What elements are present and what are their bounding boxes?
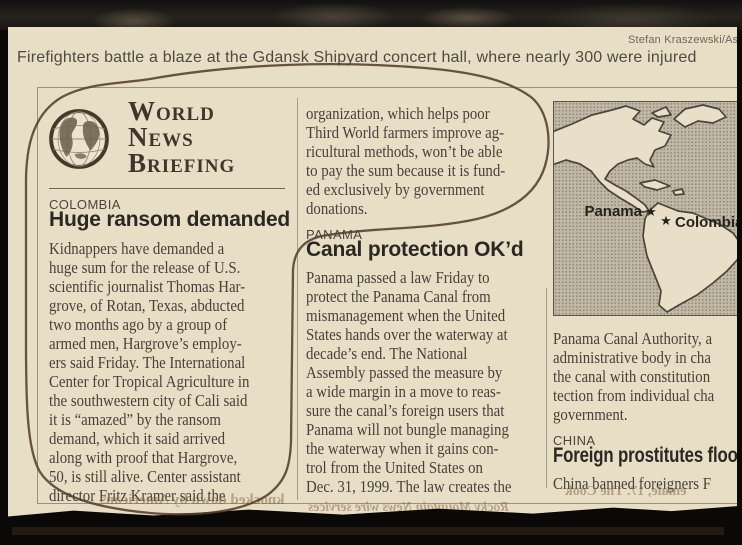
photo-caption: Firefighters battle a blaze at the Gdans…	[17, 49, 697, 66]
panama-star-icon: ★	[645, 204, 657, 219]
masthead-line-world: World	[128, 96, 215, 126]
masthead-line-news: News	[128, 122, 194, 152]
article-body-panama: Panama passed a law Friday to protect th…	[306, 268, 512, 496]
headline-huge-ransom: Huge ransom demanded	[49, 208, 291, 231]
greenland-shape	[673, 104, 727, 128]
headline-foreign-prostitutes: Foreign prostitutes floo	[553, 444, 737, 467]
section-label-china: CHINA	[553, 433, 596, 448]
article-body-colombia-continued: organization, which helps poor Third Wor…	[306, 104, 506, 218]
north-america-shape	[554, 105, 672, 213]
colombia-star-icon: ★	[660, 213, 672, 228]
south-america-shape	[642, 202, 737, 313]
masthead-line-briefing: Briefing	[128, 148, 236, 178]
article-body-colombia: Kidnappers have demanded a huge sum for …	[49, 239, 250, 505]
headline-canal-protection: Canal protection OK’d	[306, 238, 524, 261]
bleedthrough-text-middle: Rocky Mountain News wire services	[308, 499, 509, 514]
newsprint-sheet: Stefan Kraszewski/Asso Firefighters batt…	[8, 27, 737, 517]
article-body-china: China banned foreigners F	[553, 474, 711, 493]
hispaniola-shape	[672, 188, 685, 196]
article-body-panama-authority: Panama Canal Authority, a administrative…	[553, 329, 715, 424]
cuba-shape	[639, 179, 671, 191]
globe-icon	[49, 109, 109, 169]
photo-bottom-edge	[0, 0, 742, 30]
map-label-colombia: Colombia	[675, 214, 737, 231]
photo-credit: Stefan Kraszewski/Asso	[628, 34, 737, 46]
bleedthrough-text-left: knocked down by Americans	[100, 492, 285, 508]
bleedthrough-text-right: emale, 17. The Cook	[565, 484, 687, 499]
americas-locator-map: ★ ★ Panama Colombia	[553, 101, 737, 316]
world-news-briefing-box: World News Briefing COLOMBIA Huge ransom…	[37, 87, 737, 505]
map-label-panama: Panama	[584, 203, 642, 220]
arctic-island-shape	[651, 106, 672, 118]
column-rule-2	[546, 288, 547, 488]
masthead-world-news-briefing: World News Briefing	[128, 96, 236, 178]
lower-clipping-edge	[12, 527, 724, 535]
column-rule-1	[297, 98, 298, 500]
masthead-rule	[49, 188, 285, 189]
